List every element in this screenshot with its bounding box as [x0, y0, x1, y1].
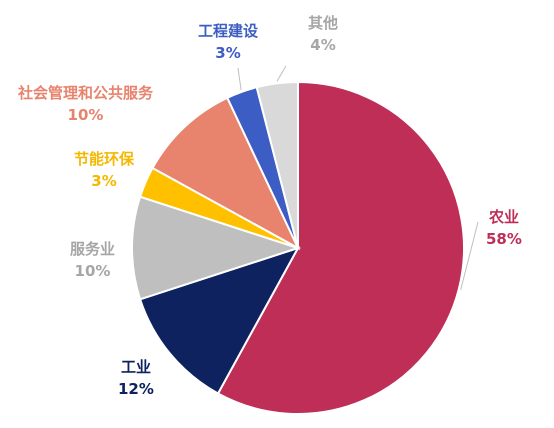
pie-slices	[131, 80, 465, 415]
leader-line-construction	[237, 67, 242, 91]
label-industry: 工业 12%	[118, 356, 154, 400]
label-energy-saving-name: 节能环保	[74, 150, 135, 168]
leader-line-other	[276, 65, 287, 82]
leader-line-agriculture	[460, 221, 479, 290]
label-agriculture: 农业 58%	[486, 206, 522, 250]
label-other-value: 4%	[310, 36, 336, 54]
pie-slice-services	[131, 195, 302, 301]
pie-slice-agriculture	[216, 80, 465, 415]
label-services-value: 10%	[74, 262, 111, 280]
pie-slice-industry	[138, 246, 301, 395]
pie-slice-other	[255, 80, 299, 249]
label-energy-saving-value: 3%	[91, 172, 117, 190]
label-social-services: 社会管理和公共服务 10%	[18, 82, 153, 126]
label-other: 其他 4%	[308, 12, 338, 56]
leader-lines	[237, 65, 479, 290]
label-agriculture-value: 58%	[486, 230, 522, 248]
label-construction: 工程建设 3%	[198, 20, 258, 64]
label-industry-value: 12%	[118, 380, 154, 398]
label-social-services-value: 10%	[67, 106, 104, 124]
label-energy-saving: 节能环保 3%	[74, 148, 134, 192]
label-other-name: 其他	[308, 14, 339, 32]
label-construction-value: 3%	[215, 44, 241, 62]
pie-slice-social-services	[151, 96, 301, 251]
label-industry-name: 工业	[120, 358, 151, 376]
label-construction-name: 工程建设	[198, 22, 259, 40]
label-social-services-name: 社会管理和公共服务	[18, 84, 154, 102]
label-services-name: 服务业	[70, 240, 116, 258]
label-services: 服务业 10%	[70, 238, 115, 282]
label-agriculture-name: 农业	[488, 208, 519, 226]
